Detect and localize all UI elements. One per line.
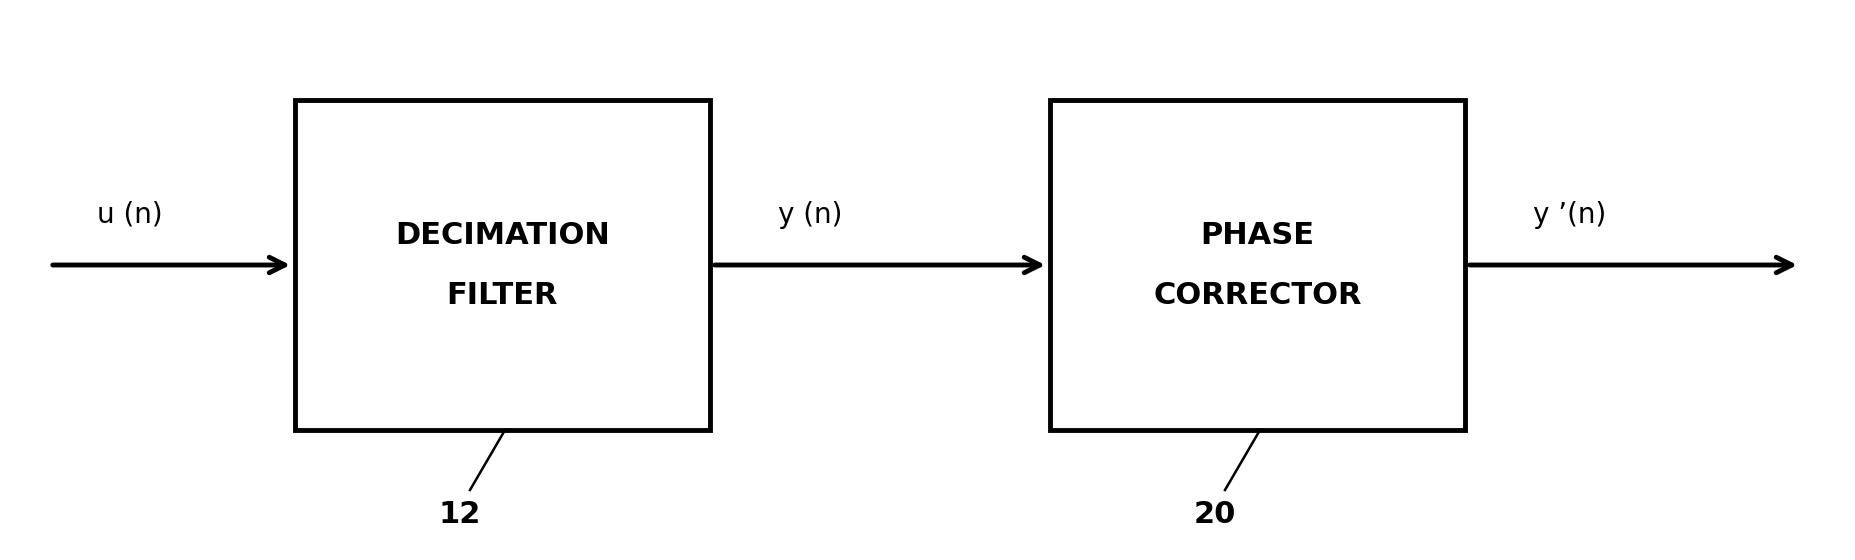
Bar bbox=[1050, 100, 1464, 430]
Bar bbox=[295, 100, 710, 430]
Text: CORRECTOR: CORRECTOR bbox=[1152, 281, 1362, 310]
Text: y (n): y (n) bbox=[777, 201, 842, 229]
Text: u (n): u (n) bbox=[96, 201, 163, 229]
Text: DECIMATION: DECIMATION bbox=[395, 221, 610, 250]
Text: 12: 12 bbox=[438, 501, 480, 530]
Text: PHASE: PHASE bbox=[1200, 221, 1313, 250]
Text: y ’(n): y ’(n) bbox=[1532, 201, 1606, 229]
Text: 20: 20 bbox=[1193, 501, 1235, 530]
Text: FILTER: FILTER bbox=[447, 281, 558, 310]
